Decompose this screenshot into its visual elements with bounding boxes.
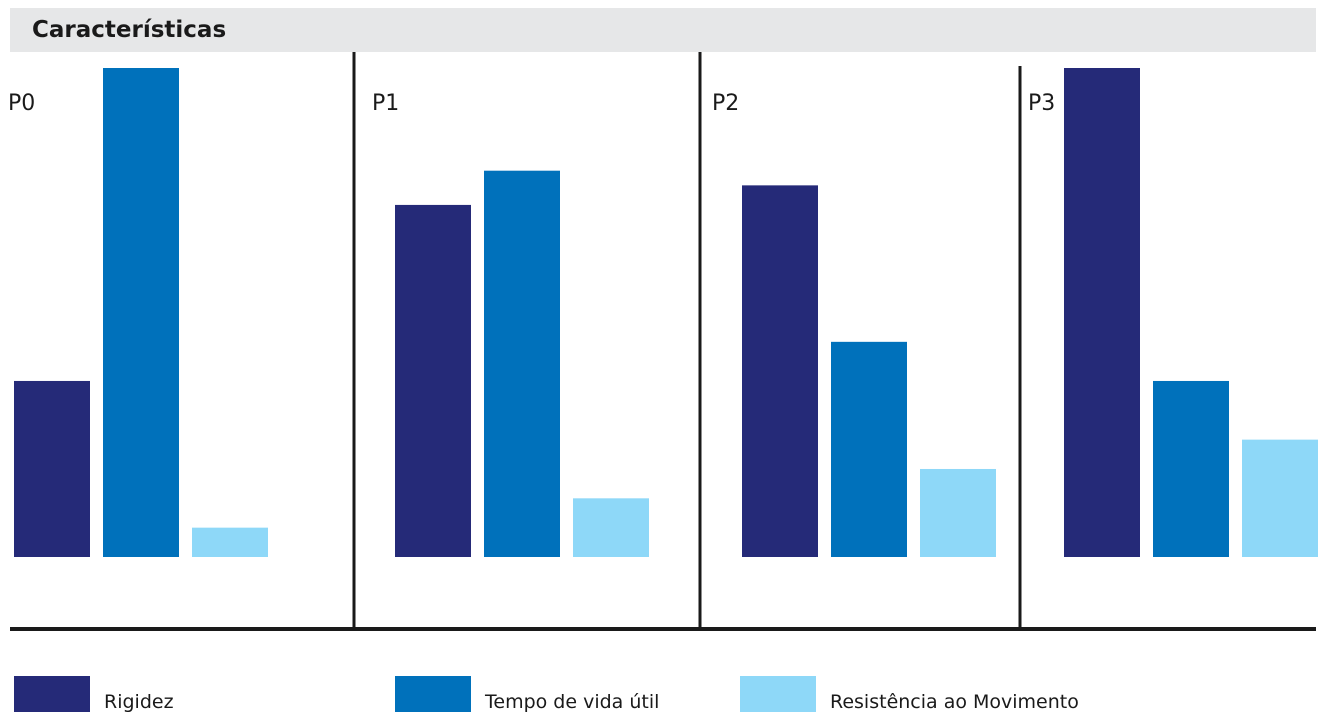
legend-label: Resistência ao Movimento [830, 691, 1079, 713]
legend-label: Tempo de vida útil [485, 691, 660, 713]
legend-swatch [740, 676, 816, 712]
bar-p0-series-1 [14, 380, 90, 557]
bar-p0-series-3 [192, 527, 268, 557]
bar-p2-series-3 [920, 468, 996, 557]
bar-p1-series-3 [573, 498, 649, 557]
bar-p2-series-2 [831, 341, 907, 557]
bar-p1-series-2 [484, 170, 560, 557]
bar-p3-series-2 [1153, 380, 1229, 557]
category-label-p2: P2 [712, 91, 739, 116]
bar-p0-series-2 [103, 68, 179, 557]
bar-p3-series-1 [1064, 68, 1140, 557]
legend-swatch [14, 676, 90, 712]
legend-label: Rigidez [104, 691, 174, 713]
legend-swatch [395, 676, 471, 712]
category-label-p3: P3 [1028, 91, 1055, 116]
chart-header-bar [10, 8, 1316, 52]
bar-p2-series-1 [742, 185, 818, 558]
category-label-p1: P1 [372, 91, 399, 116]
bar-p3-series-3 [1242, 439, 1318, 557]
category-label-p0: P0 [8, 91, 35, 116]
bar-p1-series-1 [395, 204, 471, 558]
chart-title: Características [32, 17, 227, 43]
